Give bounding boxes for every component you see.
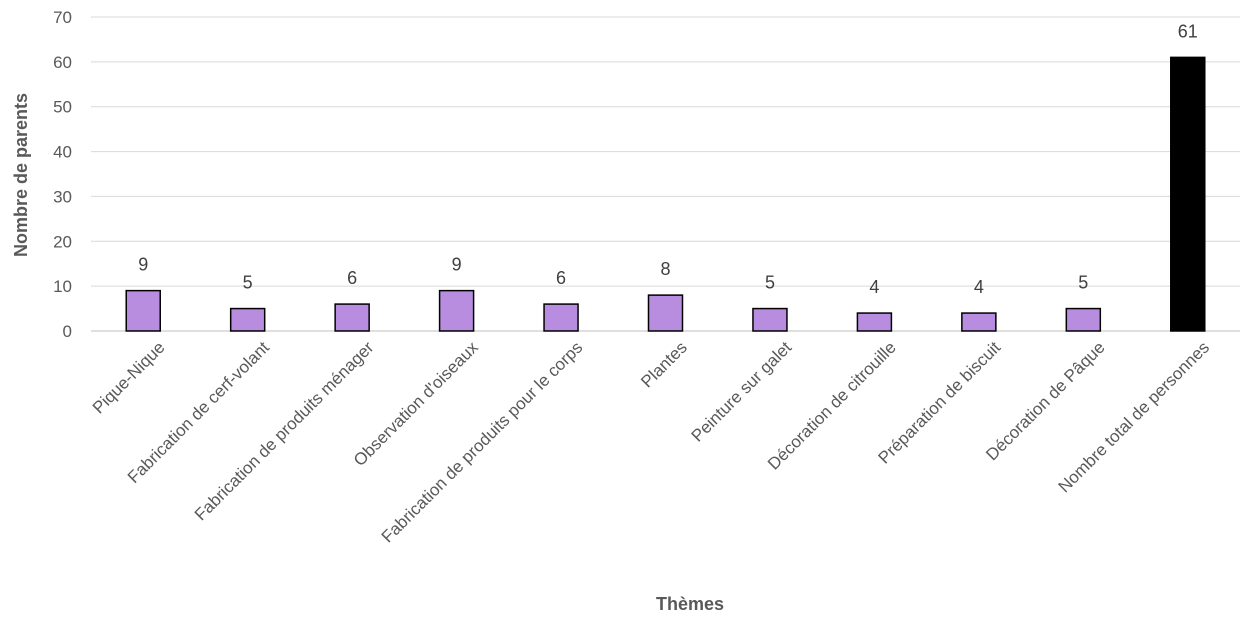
bar xyxy=(1170,56,1206,332)
data-label: 6 xyxy=(347,268,357,288)
data-label: 6 xyxy=(556,268,566,288)
x-axis-title: Thèmes xyxy=(656,594,724,614)
data-label: 4 xyxy=(869,277,879,297)
data-label: 61 xyxy=(1178,21,1198,41)
data-label: 9 xyxy=(452,255,462,275)
bar xyxy=(438,289,475,332)
y-tick-label: 50 xyxy=(53,98,72,117)
bar xyxy=(543,303,579,332)
x-tick-label: Fabrication de produits pour le corps xyxy=(378,338,587,547)
y-tick-label: 30 xyxy=(53,187,72,206)
y-tick-label: 20 xyxy=(53,232,72,251)
bars xyxy=(125,56,1206,332)
y-tick-label: 10 xyxy=(53,277,72,296)
y-tick-label: 40 xyxy=(53,143,72,162)
gridlines xyxy=(91,16,1240,332)
y-tick-label: 60 xyxy=(53,53,72,72)
data-label: 4 xyxy=(974,277,984,297)
x-tick-label: Décoration de Pâque xyxy=(982,338,1108,464)
y-axis-ticks: 0 10 20 30 40 50 60 70 xyxy=(53,8,72,341)
bar xyxy=(1065,307,1102,332)
data-label: 8 xyxy=(660,259,670,279)
y-tick-label: 0 xyxy=(63,322,72,341)
x-tick-label: Fabrication de produits ménager xyxy=(191,338,378,525)
data-label: 5 xyxy=(243,273,253,293)
data-label: 9 xyxy=(138,255,148,275)
bar xyxy=(647,294,684,332)
bar xyxy=(229,307,266,332)
bar xyxy=(961,312,997,332)
y-axis-title: Nombre de parents xyxy=(11,93,31,257)
x-tick-label: Pique-Nique xyxy=(89,338,169,418)
bar xyxy=(334,303,370,332)
data-label: 5 xyxy=(1078,273,1088,293)
x-tick-label: Plantes xyxy=(637,338,691,392)
data-labels: 9 5 6 9 6 8 5 4 4 5 61 xyxy=(138,21,1198,297)
bar xyxy=(125,289,161,332)
bar xyxy=(752,307,788,332)
bar xyxy=(856,312,893,332)
data-label: 5 xyxy=(765,273,775,293)
x-tick-label: Peinture sur galet xyxy=(688,338,796,446)
y-tick-label: 70 xyxy=(53,8,72,27)
